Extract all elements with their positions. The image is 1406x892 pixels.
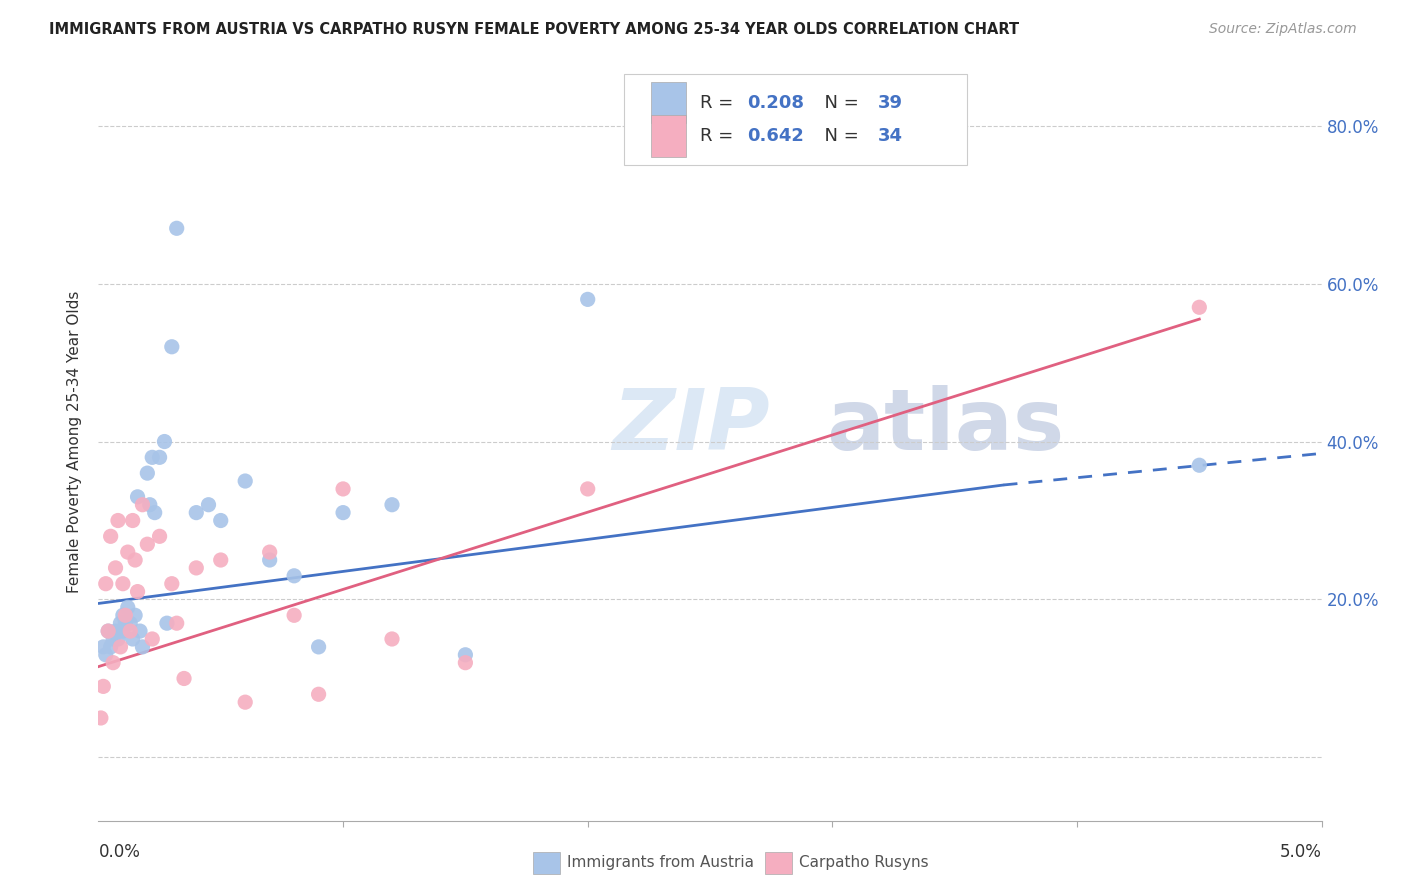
Point [149,450,172,465]
Point [117,545,139,559]
Point [156,616,179,631]
Y-axis label: Female Poverty Among 25-34 Year Olds: Female Poverty Among 25-34 Year Olds [67,291,83,592]
Point [121,632,143,646]
Text: R =: R = [700,127,740,145]
Point [100,640,122,654]
Point [94,576,117,591]
Point [332,506,354,520]
Point [141,632,163,646]
Text: 5.0%: 5.0% [1279,844,1322,862]
Point [117,600,139,615]
Point [576,482,599,496]
Point [90,711,112,725]
Point [104,624,127,639]
Point [141,450,163,465]
Point [308,687,330,701]
Point [209,514,232,528]
Point [129,624,152,639]
Point [111,608,134,623]
FancyBboxPatch shape [533,853,560,874]
Text: 0.642: 0.642 [747,127,804,145]
Point [97,624,120,639]
Point [136,537,159,551]
Text: 39: 39 [877,94,903,112]
Point [186,506,208,520]
Text: Carpatho Rusyns: Carpatho Rusyns [800,855,929,870]
Text: N =: N = [813,127,865,145]
Point [121,514,143,528]
Point [149,529,172,543]
Point [166,221,188,235]
Point [100,529,122,543]
Point [104,561,127,575]
Point [101,632,124,646]
Point [111,624,134,639]
Point [197,498,219,512]
Point [186,561,208,575]
Point [259,553,281,567]
Point [97,624,120,639]
Text: Immigrants from Austria: Immigrants from Austria [567,855,754,870]
Point [139,498,162,512]
Point [107,514,129,528]
Text: ZIP: ZIP [612,384,770,468]
Point [259,545,281,559]
Point [308,640,330,654]
Point [120,616,142,631]
Text: atlas: atlas [827,384,1064,468]
Point [1188,458,1211,473]
Text: IMMIGRANTS FROM AUSTRIA VS CARPATHO RUSYN FEMALE POVERTY AMONG 25-34 YEAR OLDS C: IMMIGRANTS FROM AUSTRIA VS CARPATHO RUSY… [49,22,1019,37]
Point [107,632,129,646]
Point [166,616,188,631]
Point [233,474,256,488]
Point [160,576,183,591]
Point [111,576,134,591]
Point [283,569,305,583]
Point [332,482,354,496]
Point [233,695,256,709]
Point [454,656,477,670]
Point [136,466,159,480]
Point [110,640,132,654]
Point [101,656,124,670]
Point [120,624,142,639]
Point [143,506,166,520]
Point [131,498,153,512]
Point [160,340,183,354]
Text: N =: N = [813,94,865,112]
Point [209,553,232,567]
Point [114,616,136,631]
Point [454,648,477,662]
Text: R =: R = [700,94,740,112]
Text: 34: 34 [877,127,903,145]
FancyBboxPatch shape [651,115,686,157]
Point [124,608,146,623]
Point [94,648,117,662]
Point [110,616,132,631]
Point [153,434,176,449]
FancyBboxPatch shape [624,74,967,165]
Text: Source: ZipAtlas.com: Source: ZipAtlas.com [1209,22,1357,37]
Point [127,584,149,599]
Point [173,672,195,686]
Text: 0.0%: 0.0% [98,844,141,862]
Point [91,679,114,693]
Point [1188,300,1211,314]
Point [114,608,136,623]
Point [283,608,305,623]
FancyBboxPatch shape [651,82,686,123]
Point [381,632,404,646]
Point [127,490,149,504]
Point [124,553,146,567]
Point [91,640,114,654]
FancyBboxPatch shape [765,853,792,874]
Point [381,498,404,512]
Text: 0.208: 0.208 [747,94,804,112]
Point [576,293,599,307]
Point [131,640,153,654]
